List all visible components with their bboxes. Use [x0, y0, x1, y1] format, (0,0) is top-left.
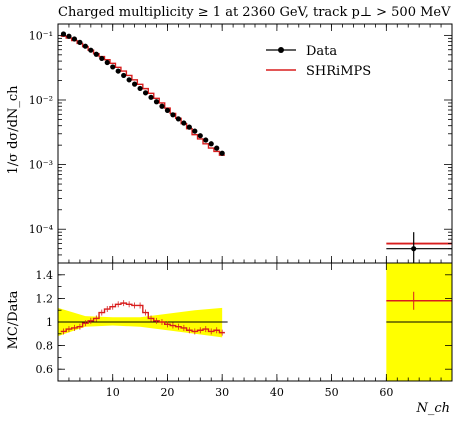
data-point — [208, 141, 214, 147]
data-point — [115, 68, 121, 74]
data-point — [148, 94, 154, 100]
data-point — [142, 90, 149, 96]
data-point — [121, 72, 127, 79]
main-y-tick-label: 10⁻⁴ — [29, 223, 54, 236]
data-point — [82, 43, 88, 49]
data-point — [219, 150, 225, 156]
x-tick-label: 20 — [160, 386, 174, 399]
ratio-y-tick-label: 1.2 — [36, 292, 54, 305]
ratio-y-tick-label: 0.6 — [36, 363, 54, 376]
data-point — [88, 47, 94, 53]
ratio-uncertainty-band — [58, 307, 223, 338]
legend-label-data: Data — [306, 44, 337, 59]
ratio-mc-line — [60, 302, 225, 334]
data-point — [110, 64, 116, 70]
main-frame — [57, 23, 453, 264]
data-point — [186, 124, 192, 130]
main-y-tick-label: 10⁻² — [29, 94, 53, 107]
data-point — [181, 120, 187, 126]
main-y-tick-label: 10⁻¹ — [29, 29, 53, 42]
data-point — [137, 85, 143, 92]
x-axis-label: N_ch — [415, 401, 450, 416]
chart-title: Charged multiplicity ≥ 1 at 2360 GeV, tr… — [58, 5, 451, 20]
data-point — [104, 59, 110, 66]
data-point — [214, 145, 220, 151]
data-point — [164, 107, 171, 114]
data-point — [203, 137, 209, 143]
data-point — [66, 33, 72, 39]
data-point — [175, 116, 181, 122]
legend: Data SHRiMPS — [266, 44, 371, 79]
data-point-lastbin — [411, 246, 417, 252]
main-y-tick-label: 10⁻³ — [29, 159, 53, 172]
x-tick-label: 60 — [379, 386, 393, 399]
data-point — [77, 39, 83, 45]
data-point — [192, 128, 198, 134]
legend-entry-mc: SHRiMPS — [266, 64, 371, 79]
main-panel: 10⁻¹ 10⁻² 10⁻³ 10⁻⁴ — [29, 23, 453, 264]
legend-label-mc: SHRiMPS — [306, 64, 371, 79]
data-point — [170, 112, 176, 118]
x-tick-label: 30 — [215, 386, 229, 399]
x-tick-label: 50 — [325, 386, 339, 399]
ratio-y-tick-label: 1.4 — [36, 269, 54, 282]
ratio-panel: 0.6 0.8 1 1.2 1.4 10 20 30 40 50 60 — [36, 262, 453, 399]
data-point — [153, 99, 160, 105]
data-point — [71, 36, 78, 42]
data-point — [126, 77, 132, 83]
x-tick-label: 10 — [106, 386, 120, 399]
x-tick-label: 40 — [270, 386, 284, 399]
data-point — [99, 55, 105, 62]
mc-histogram — [60, 35, 225, 156]
data-point — [132, 81, 138, 87]
legend-entry-data: Data — [266, 44, 337, 59]
ratio-y-tick-label: 0.8 — [36, 340, 54, 353]
ratio-y-tick-label: 1 — [46, 316, 53, 329]
ratio-axis-label: MC/Data — [6, 290, 21, 349]
data-point — [93, 51, 99, 57]
data-point — [197, 133, 203, 139]
data-point — [159, 103, 165, 109]
y-axis-label: 1/σ dσ/dN_ch — [6, 85, 21, 175]
